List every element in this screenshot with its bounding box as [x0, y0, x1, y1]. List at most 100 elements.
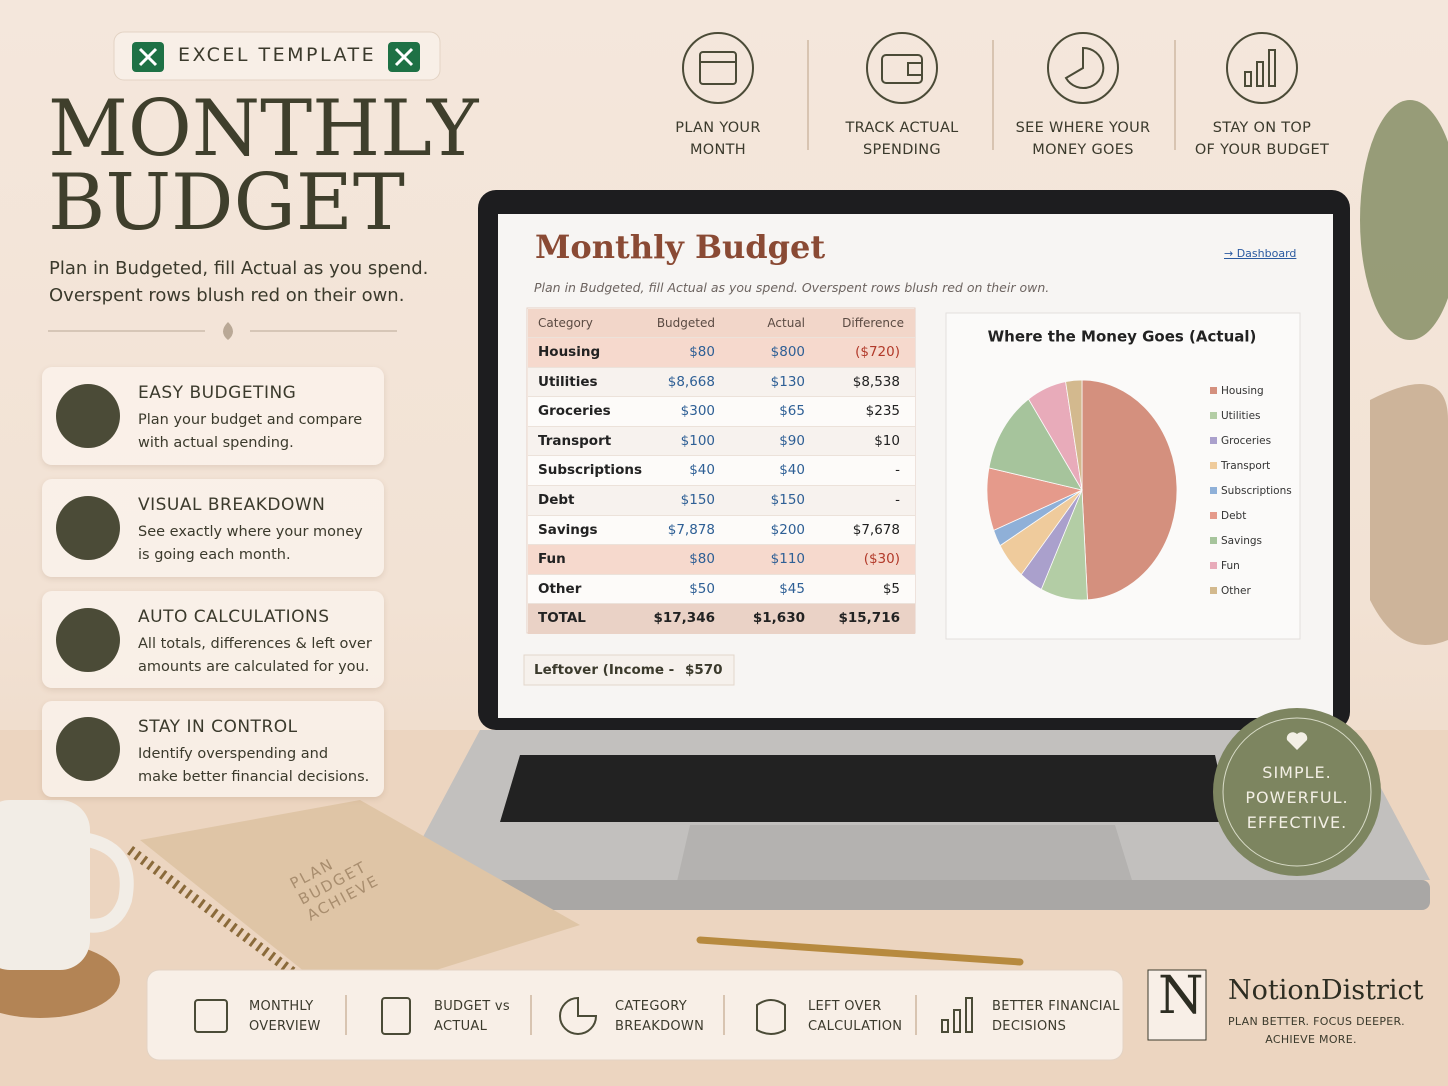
top-feature-line: MONEY GOES [1032, 142, 1134, 158]
top-feature-line: SEE WHERE YOUR [1015, 120, 1151, 136]
top-feature: TRACK ACTUAL SPENDING [812, 117, 992, 161]
top-feature-line: MONTH [689, 142, 747, 158]
trackpad [675, 825, 1135, 890]
leaf-ornament [223, 322, 233, 340]
feature-card: VISUAL BREAKDOWN See exactly where your m… [42, 479, 384, 577]
feature-card: STAY IN CONTROL Identify overspending and… [42, 701, 384, 797]
table-cell: Other [538, 580, 582, 597]
top-icons [682, 32, 1298, 150]
heart-icon [1286, 732, 1308, 750]
top-feature-line: SPENDING [863, 142, 941, 158]
table-cell: $110 [770, 551, 805, 568]
badge-box [113, 31, 441, 81]
legend-label: Subscriptions [1221, 485, 1292, 497]
feature-title: STAY IN CONTROL [138, 717, 298, 737]
table-cell: $80 [689, 551, 715, 568]
legend-label: Fun [1221, 560, 1240, 572]
table-row [528, 337, 915, 368]
laptop-edge [400, 880, 1430, 910]
table-cell: Utilities [538, 373, 598, 390]
table-cell: $8,668 [667, 373, 715, 390]
table-cell: $17,346 [653, 610, 716, 627]
cup-handle [83, 833, 134, 933]
feature-text-line: make better financial decisions. [138, 769, 370, 785]
leftover-value: $570 [685, 662, 723, 678]
cup [0, 800, 90, 970]
bottom-feature: BETTER FINANCIAL DECISIONS [992, 997, 1120, 1037]
legend-label: Transport [1220, 460, 1270, 472]
legend-label: Housing [1221, 385, 1264, 397]
table-cell: $40 [689, 462, 715, 479]
pen [696, 936, 1024, 966]
legend-swatch [1210, 487, 1217, 494]
table-cell: $8,538 [852, 373, 900, 390]
leftover-box [523, 654, 735, 686]
feature-text-line: See exactly where your money [138, 524, 363, 540]
top-feature-line: TRACK ACTUAL [845, 120, 959, 136]
table-header: Actual [767, 316, 805, 330]
title-line: BUDGET [48, 158, 405, 248]
legend-swatch [1210, 387, 1217, 394]
table-cell: $40 [779, 462, 805, 479]
bottom-feature-line: CALCULATION [808, 1019, 903, 1034]
table-row [528, 485, 915, 516]
feature-icon [56, 496, 120, 560]
dashboard-link[interactable]: → Dashboard [1224, 247, 1297, 260]
feature-text: All totals, differences & left over amoun… [138, 633, 372, 679]
table-cell: $150 [770, 492, 805, 508]
feature-text-line: All totals, differences & left over [138, 636, 372, 652]
sheet-title: Monthly Budget [535, 228, 826, 266]
bottom-feature-line: LEFT OVER [808, 999, 882, 1014]
table-cell: $800 [770, 344, 805, 360]
pie-slice [1081, 379, 1178, 601]
pie-slice [1065, 379, 1083, 491]
bottom-bar [146, 969, 1124, 1061]
table-cell: Subscriptions [538, 462, 642, 479]
table-cell: $90 [779, 432, 805, 449]
feature-text: See exactly where your money is going eac… [138, 521, 363, 567]
top-feature: STAY ON TOP OF YOUR BUDGET [1172, 117, 1352, 161]
badge-text: EXCEL TEMPLATE [178, 44, 377, 66]
legend-label: Other [1221, 585, 1251, 597]
table-row [528, 544, 915, 575]
legend-label: Savings [1221, 535, 1262, 547]
table-cell: $15,716 [838, 610, 901, 627]
bottom-feature-line: CATEGORY [615, 999, 687, 1014]
table-cell: ($720) [855, 344, 900, 360]
feature-text: Plan your budget and compare with actual … [138, 409, 362, 455]
badge-ring [1222, 717, 1372, 867]
badge-text: SIMPLE. POWERFUL. EFFECTIVE. [1217, 760, 1377, 835]
table-row [528, 425, 915, 457]
badge-line: EFFECTIVE. [1246, 813, 1348, 832]
feature-text-line: Plan your budget and compare [138, 412, 363, 428]
table-cell: Groceries [538, 403, 611, 420]
bottom-feature-line: BUDGET vs [434, 999, 510, 1014]
tagline-line: ACHIEVE MORE. [1265, 1033, 1357, 1046]
feature-text-line: with actual spending. [138, 435, 294, 451]
table-cell: $150 [680, 492, 715, 508]
table-cell: $300 [680, 403, 715, 420]
bottom-feature-line: ACTUAL [434, 1019, 488, 1034]
bottom-feature: LEFT OVER CALCULATION [808, 997, 902, 1037]
chart-title: Where the Money Goes (Actual) [988, 328, 1257, 346]
feature-text-line: is going each month. [138, 547, 291, 563]
total-row [528, 603, 915, 634]
legend-label: Utilities [1221, 410, 1261, 422]
table-cell: $45 [779, 580, 805, 597]
table-row [528, 366, 915, 398]
table-row [528, 396, 915, 427]
subtitle-line: Plan in Budgeted, fill Actual as you spe… [49, 258, 429, 279]
bottom-feature-line: MONTHLY [249, 999, 314, 1014]
legend-swatch [1210, 462, 1217, 469]
feature-text-line: amounts are calculated for you. [138, 659, 370, 675]
bottom-feature: BUDGET vs ACTUAL [434, 997, 510, 1037]
table-cell: Fun [538, 551, 566, 568]
pot [1370, 384, 1448, 645]
table-cell: Transport [538, 432, 612, 449]
top-feature-line: STAY ON TOP [1212, 120, 1312, 136]
subtitle: Plan in Budgeted, fill Actual as you spe… [49, 255, 428, 309]
table-cell: $5 [882, 580, 900, 597]
table-cell: - [895, 492, 900, 508]
